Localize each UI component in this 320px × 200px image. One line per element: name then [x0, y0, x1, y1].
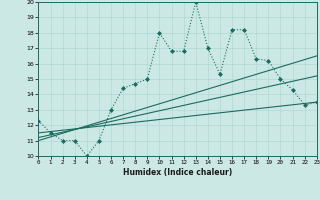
X-axis label: Humidex (Indice chaleur): Humidex (Indice chaleur): [123, 168, 232, 177]
